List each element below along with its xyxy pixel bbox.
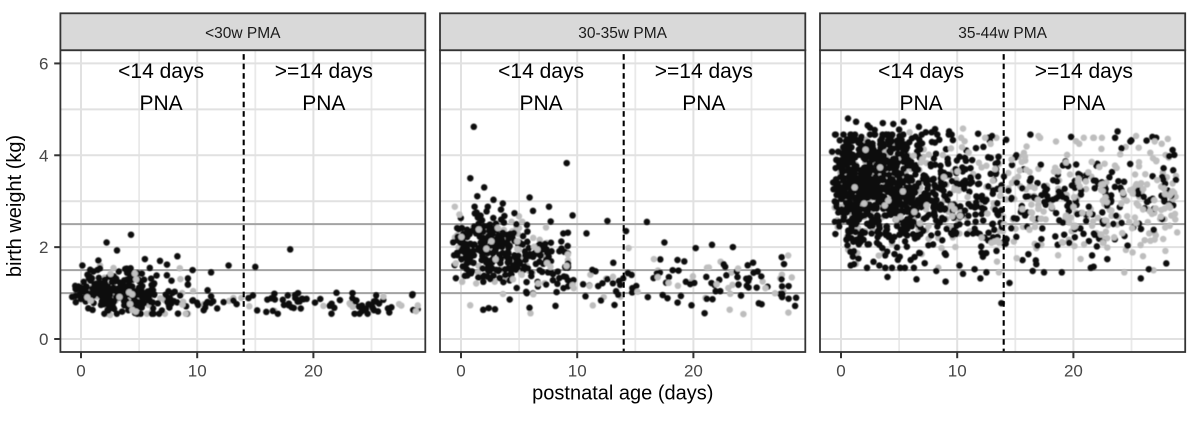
- svg-text:birth weight (kg): birth weight (kg): [4, 135, 26, 277]
- svg-text:0: 0: [39, 330, 48, 349]
- svg-text:<30w PMA: <30w PMA: [205, 25, 281, 42]
- svg-text:20: 20: [1064, 362, 1083, 381]
- svg-text:PNA: PNA: [302, 92, 345, 115]
- svg-text:20: 20: [304, 362, 323, 381]
- svg-text:30-35w PMA: 30-35w PMA: [578, 25, 667, 42]
- svg-text:>=14 days: >=14 days: [275, 60, 373, 83]
- svg-text:0: 0: [836, 362, 845, 381]
- svg-text:2: 2: [39, 238, 48, 257]
- svg-text:<14 days: <14 days: [878, 60, 964, 83]
- svg-text:10: 10: [568, 362, 587, 381]
- svg-text:6: 6: [39, 54, 48, 73]
- svg-text:10: 10: [188, 362, 207, 381]
- svg-text:>=14 days: >=14 days: [1035, 60, 1133, 83]
- svg-text:PNA: PNA: [1062, 92, 1105, 115]
- svg-text:>=14 days: >=14 days: [655, 60, 753, 83]
- svg-text:20: 20: [684, 362, 703, 381]
- svg-text:PNA: PNA: [900, 92, 943, 115]
- svg-text:PNA: PNA: [140, 92, 183, 115]
- svg-text:postnatal age (days): postnatal age (days): [532, 383, 713, 405]
- svg-text:<14 days: <14 days: [118, 60, 204, 83]
- svg-text:PNA: PNA: [520, 92, 563, 115]
- svg-text:<14 days: <14 days: [498, 60, 584, 83]
- svg-text:0: 0: [456, 362, 465, 381]
- svg-text:35-44w PMA: 35-44w PMA: [958, 25, 1047, 42]
- svg-text:10: 10: [948, 362, 967, 381]
- svg-text:0: 0: [76, 362, 85, 381]
- svg-text:4: 4: [39, 146, 48, 165]
- svg-text:PNA: PNA: [682, 92, 725, 115]
